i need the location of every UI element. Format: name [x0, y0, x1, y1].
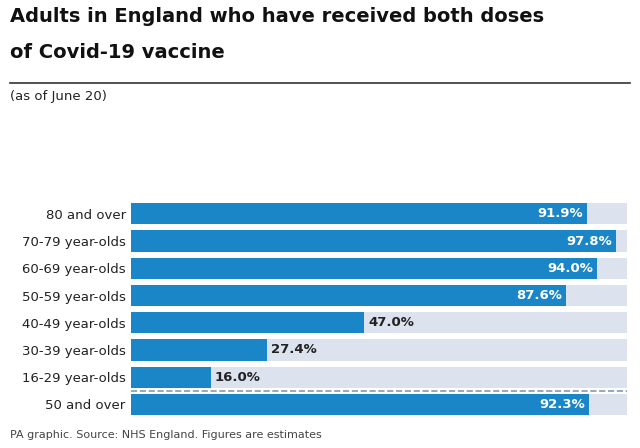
Bar: [131, 366, 211, 388]
Text: 27.4%: 27.4%: [271, 344, 317, 357]
Text: 92.3%: 92.3%: [540, 398, 585, 411]
Bar: [131, 339, 627, 361]
Bar: [131, 312, 364, 333]
Text: (as of June 20): (as of June 20): [10, 90, 106, 103]
Text: 91.9%: 91.9%: [538, 207, 583, 220]
Bar: [131, 285, 627, 306]
Bar: [131, 230, 616, 252]
Text: 16.0%: 16.0%: [214, 370, 260, 383]
Text: Adults in England who have received both doses: Adults in England who have received both…: [10, 7, 544, 26]
Bar: [131, 394, 589, 415]
Bar: [131, 312, 627, 333]
Text: PA graphic. Source: NHS England. Figures are estimates: PA graphic. Source: NHS England. Figures…: [10, 430, 321, 440]
Bar: [131, 366, 627, 388]
Text: of Covid-19 vaccine: of Covid-19 vaccine: [10, 43, 225, 61]
Text: 87.6%: 87.6%: [516, 289, 562, 302]
Text: 97.8%: 97.8%: [566, 235, 612, 248]
Bar: [131, 339, 267, 361]
Bar: [131, 258, 627, 279]
Bar: [131, 258, 598, 279]
Text: 94.0%: 94.0%: [548, 262, 593, 275]
Bar: [131, 203, 587, 224]
Bar: [131, 203, 627, 224]
Bar: [131, 394, 627, 415]
Bar: [131, 285, 566, 306]
Bar: [131, 230, 627, 252]
Text: 47.0%: 47.0%: [368, 316, 414, 329]
